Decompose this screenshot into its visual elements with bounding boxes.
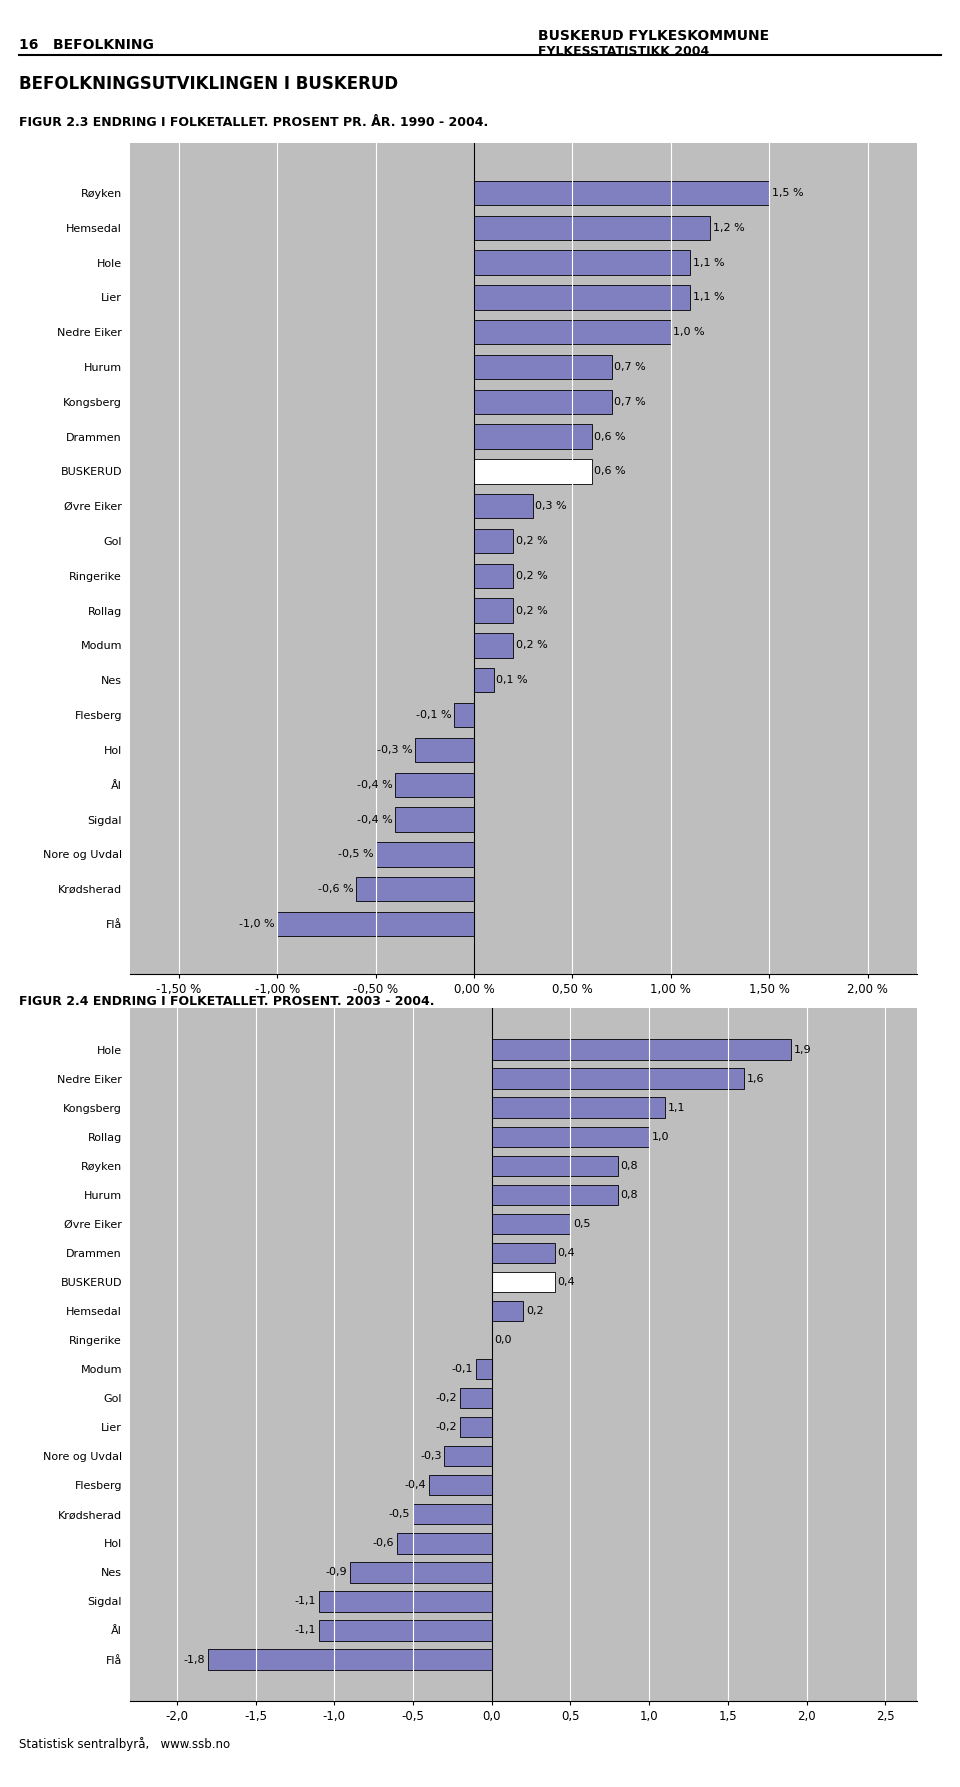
Bar bbox=[474, 493, 533, 518]
Text: 16   BEFOLKNING: 16 BEFOLKNING bbox=[19, 38, 154, 52]
Text: -0,4 %: -0,4 % bbox=[357, 815, 393, 824]
Bar bbox=[474, 563, 514, 588]
Bar bbox=[474, 599, 514, 624]
Text: -1,1: -1,1 bbox=[294, 1596, 316, 1607]
Text: 0,7 %: 0,7 % bbox=[614, 363, 646, 372]
Text: 0,8: 0,8 bbox=[620, 1190, 638, 1199]
Text: 1,1 %: 1,1 % bbox=[693, 257, 725, 268]
Bar bbox=[474, 286, 690, 309]
Text: -0,6 %: -0,6 % bbox=[318, 885, 353, 894]
Bar bbox=[492, 1156, 617, 1176]
Text: -0,5 %: -0,5 % bbox=[338, 849, 373, 860]
Text: 0,6 %: 0,6 % bbox=[594, 432, 626, 441]
Text: 0,6 %: 0,6 % bbox=[594, 466, 626, 477]
Text: 1,5 %: 1,5 % bbox=[772, 188, 804, 198]
Text: 0,2 %: 0,2 % bbox=[516, 536, 547, 547]
Bar bbox=[492, 1069, 744, 1088]
Text: 0,7 %: 0,7 % bbox=[614, 397, 646, 407]
Bar bbox=[277, 911, 474, 936]
Bar bbox=[413, 1505, 492, 1524]
Text: -0,3 %: -0,3 % bbox=[377, 745, 413, 754]
Bar bbox=[396, 808, 474, 831]
Text: 1,2 %: 1,2 % bbox=[712, 223, 744, 232]
Bar bbox=[474, 216, 710, 239]
Text: FIGUR 2.3 ENDRING I FOLKETALLET. PROSENT PR. ÅR. 1990 - 2004.: FIGUR 2.3 ENDRING I FOLKETALLET. PROSENT… bbox=[19, 116, 489, 129]
Text: -0,3: -0,3 bbox=[420, 1451, 442, 1462]
Bar bbox=[474, 250, 690, 275]
Text: -0,2: -0,2 bbox=[436, 1394, 457, 1403]
Text: 0,2 %: 0,2 % bbox=[516, 570, 547, 581]
Bar bbox=[474, 356, 612, 379]
Text: -0,4: -0,4 bbox=[404, 1480, 426, 1490]
Bar bbox=[492, 1213, 570, 1235]
Text: FYLKESSTATISTIKK 2004: FYLKESSTATISTIKK 2004 bbox=[538, 45, 708, 57]
Bar bbox=[476, 1358, 492, 1380]
Text: 1,9: 1,9 bbox=[794, 1045, 811, 1054]
Text: 1,1 %: 1,1 % bbox=[693, 293, 725, 302]
Bar bbox=[492, 1097, 665, 1119]
Text: -0,4 %: -0,4 % bbox=[357, 779, 393, 790]
Bar bbox=[319, 1621, 492, 1640]
Bar bbox=[492, 1126, 649, 1147]
Text: 0,4: 0,4 bbox=[558, 1247, 575, 1258]
Text: 0,4: 0,4 bbox=[558, 1278, 575, 1287]
Text: 0,2: 0,2 bbox=[526, 1306, 543, 1315]
Bar bbox=[492, 1185, 617, 1204]
Bar bbox=[454, 702, 474, 727]
Bar bbox=[492, 1272, 555, 1292]
Text: 0,2 %: 0,2 % bbox=[516, 640, 547, 650]
Text: 1,6: 1,6 bbox=[747, 1074, 764, 1083]
Text: Statistisk sentralbyrå,   www.ssb.no: Statistisk sentralbyrå, www.ssb.no bbox=[19, 1737, 230, 1751]
Text: -1,1: -1,1 bbox=[294, 1626, 316, 1635]
Text: 0,2 %: 0,2 % bbox=[516, 606, 547, 617]
Bar bbox=[474, 320, 671, 345]
Bar bbox=[396, 772, 474, 797]
Bar bbox=[350, 1562, 492, 1583]
Bar bbox=[474, 180, 769, 206]
Text: BEFOLKNINGSUTVIKLINGEN I BUSKERUD: BEFOLKNINGSUTVIKLINGEN I BUSKERUD bbox=[19, 75, 398, 93]
Text: -0,5: -0,5 bbox=[389, 1510, 410, 1519]
Bar bbox=[492, 1301, 523, 1321]
Text: -0,1 %: -0,1 % bbox=[417, 709, 452, 720]
Bar bbox=[397, 1533, 492, 1553]
Text: 0,0: 0,0 bbox=[494, 1335, 512, 1346]
Text: 1,0 %: 1,0 % bbox=[673, 327, 705, 338]
Bar bbox=[492, 1040, 791, 1060]
Text: -0,2: -0,2 bbox=[436, 1422, 457, 1431]
Bar bbox=[356, 877, 474, 901]
Text: FIGUR 2.4 ENDRING I FOLKETALLET. PROSENT. 2003 - 2004.: FIGUR 2.4 ENDRING I FOLKETALLET. PROSENT… bbox=[19, 995, 435, 1008]
Bar bbox=[492, 1242, 555, 1263]
Text: 1,0: 1,0 bbox=[652, 1131, 669, 1142]
Text: BUSKERUD FYLKESKOMMUNE: BUSKERUD FYLKESKOMMUNE bbox=[538, 29, 769, 43]
Text: 0,8: 0,8 bbox=[620, 1162, 638, 1170]
Text: 0,5: 0,5 bbox=[573, 1219, 590, 1229]
Bar bbox=[474, 459, 592, 484]
Text: 1,1: 1,1 bbox=[668, 1103, 685, 1113]
Text: -0,9: -0,9 bbox=[325, 1567, 348, 1578]
Bar bbox=[444, 1446, 492, 1467]
Text: 0,3 %: 0,3 % bbox=[536, 500, 567, 511]
Bar bbox=[429, 1474, 492, 1496]
Bar bbox=[474, 425, 592, 449]
Bar bbox=[208, 1649, 492, 1669]
Bar bbox=[460, 1388, 492, 1408]
Text: -1,0 %: -1,0 % bbox=[239, 919, 275, 929]
Bar bbox=[474, 633, 514, 658]
Text: -0,1: -0,1 bbox=[451, 1363, 473, 1374]
Bar bbox=[474, 390, 612, 415]
Text: 0,1 %: 0,1 % bbox=[496, 675, 528, 684]
Text: -1,8: -1,8 bbox=[184, 1655, 205, 1664]
Bar bbox=[474, 529, 514, 554]
Bar bbox=[375, 842, 474, 867]
Text: -0,6: -0,6 bbox=[372, 1539, 395, 1548]
Bar bbox=[319, 1590, 492, 1612]
Bar bbox=[460, 1417, 492, 1437]
Bar bbox=[474, 668, 493, 692]
Bar bbox=[415, 738, 474, 761]
